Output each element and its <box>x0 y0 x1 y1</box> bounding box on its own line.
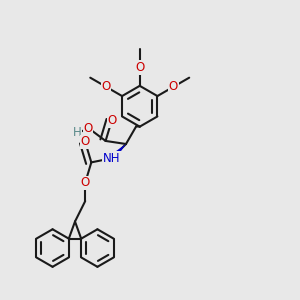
Text: NH: NH <box>103 152 121 165</box>
Text: O: O <box>169 80 178 93</box>
Text: O: O <box>135 61 144 74</box>
Text: O: O <box>107 114 116 127</box>
Text: O: O <box>81 176 90 189</box>
Text: H: H <box>73 126 81 139</box>
Text: O: O <box>81 136 90 148</box>
Polygon shape <box>109 144 126 161</box>
Text: O: O <box>83 122 92 135</box>
Text: O: O <box>102 80 111 93</box>
